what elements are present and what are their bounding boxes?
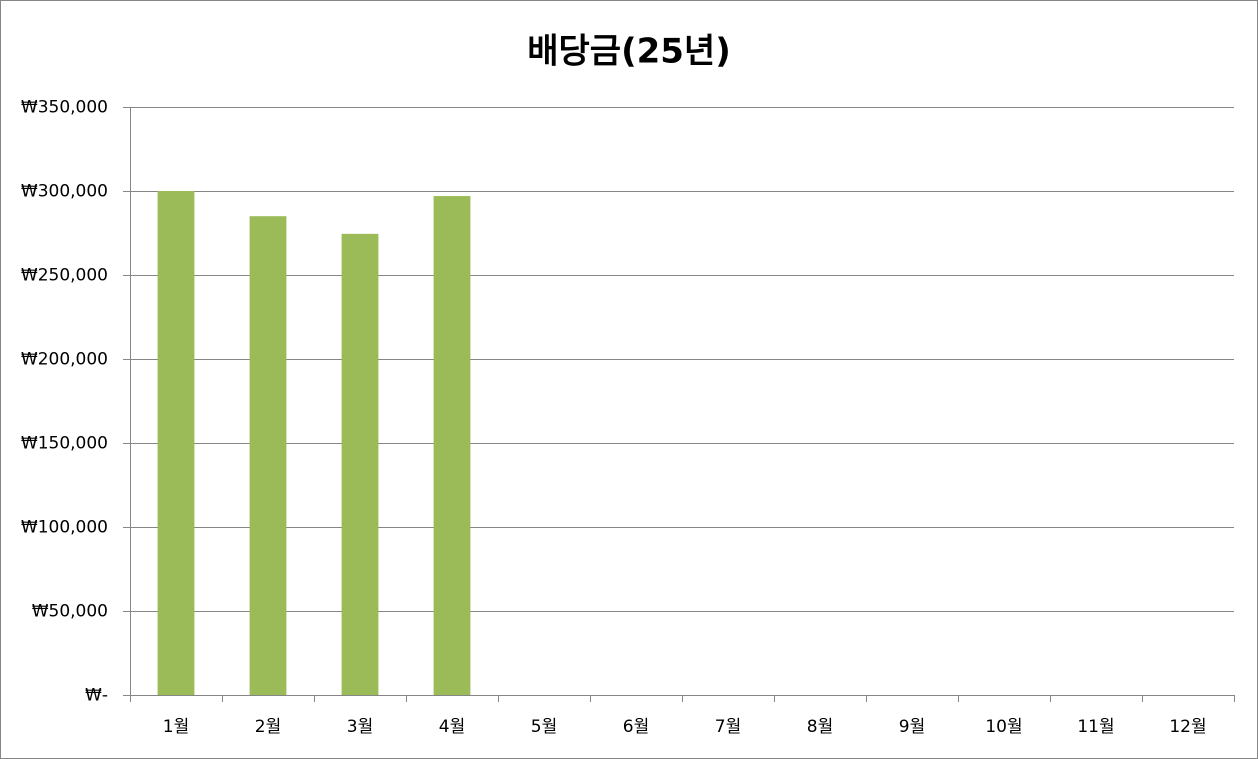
x-tick-label: 3월 (347, 717, 373, 737)
x-tick-label: 10월 (985, 717, 1022, 737)
y-tick-label: ₩100,000 (21, 518, 108, 538)
y-tick-label: ₩350,000 (21, 98, 108, 118)
x-tick-label: 6월 (623, 717, 649, 737)
bar (157, 191, 195, 695)
chart-title: 배당금(25년) (527, 32, 731, 72)
y-tick-label: ₩150,000 (21, 434, 108, 454)
x-tick-label: 11월 (1077, 717, 1114, 737)
x-tick-label: 1월 (163, 717, 189, 737)
x-tick-label: 5월 (531, 717, 557, 737)
y-tick-label: ₩50,000 (32, 602, 108, 622)
x-tick-label: 7월 (715, 717, 741, 737)
x-tick-label: 12월 (1169, 717, 1206, 737)
x-tick-label: 4월 (439, 717, 465, 737)
bar (433, 196, 471, 696)
x-tick-label: 9월 (899, 717, 925, 737)
y-tick-label: ₩300,000 (21, 182, 108, 202)
x-tick-label: 2월 (255, 717, 281, 737)
y-tick-label: ₩200,000 (21, 350, 108, 370)
x-tick-label: 8월 (807, 717, 833, 737)
bar (249, 216, 287, 695)
y-tick-label: ₩- (85, 686, 108, 706)
bar (341, 233, 379, 695)
y-tick-label: ₩250,000 (21, 266, 108, 286)
